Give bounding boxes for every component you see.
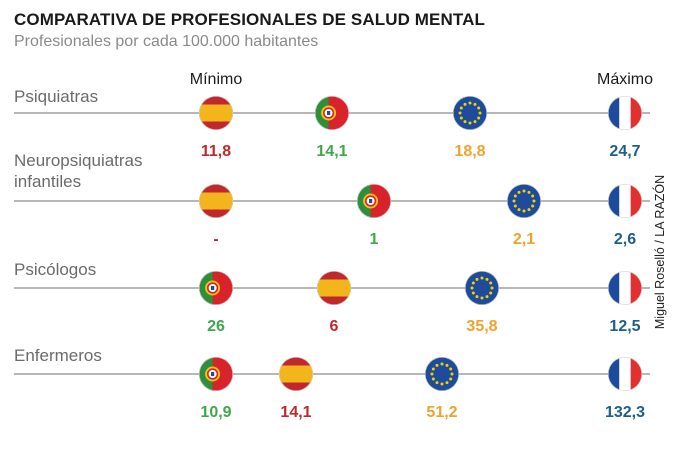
spain-flag-icon <box>199 96 234 131</box>
portugal-flag-icon <box>199 270 234 305</box>
data-label: 51,2 <box>426 404 457 421</box>
data-label: 24,7 <box>609 143 640 160</box>
eu-flag-icon <box>452 96 487 131</box>
row-label-0: Psiquiatras <box>14 87 98 106</box>
data-label: 12,5 <box>609 318 640 335</box>
data-label: 18,8 <box>454 143 485 160</box>
author-credit: Miguel Roselló / LA RAZÓN <box>653 174 667 330</box>
data-label: 2,6 <box>614 231 636 248</box>
eu-flag-icon <box>506 184 541 219</box>
row-label-3: Enfermeros <box>14 346 102 365</box>
row-label-1-1: infantiles <box>14 172 81 191</box>
data-label: 11,8 <box>201 143 231 160</box>
france-flag-icon <box>607 184 642 219</box>
data-label: 2,1 <box>513 231 535 248</box>
portugal-flag-icon <box>356 184 391 219</box>
data-label: 26 <box>207 318 225 335</box>
spain-flag-icon <box>278 356 313 391</box>
france-flag-icon <box>607 96 642 131</box>
france-flag-icon <box>607 356 642 391</box>
scale-max-label: Máximo <box>597 71 653 88</box>
data-label: 10,9 <box>200 404 231 421</box>
spain-flag-icon <box>199 184 234 219</box>
data-label: - <box>213 231 218 248</box>
eu-flag-icon <box>424 356 459 391</box>
data-label: 35,8 <box>466 318 497 335</box>
chart-subtitle: Profesionales por cada 100.000 habitante… <box>14 33 319 50</box>
data-label: 14,1 <box>316 143 347 160</box>
data-label: 1 <box>370 231 379 248</box>
data-label: 132,3 <box>605 404 645 421</box>
row-label-1-0: Neuropsiquiatras <box>14 151 143 170</box>
scale-min-label: Mínimo <box>190 71 243 88</box>
france-flag-icon <box>607 270 642 305</box>
portugal-flag-icon <box>199 356 234 391</box>
chart-title: COMPARATIVA DE PROFESIONALES DE SALUD ME… <box>14 10 485 29</box>
row-label-2: Psicólogos <box>14 260 96 279</box>
spain-flag-icon <box>316 270 351 305</box>
data-label: 6 <box>330 318 339 335</box>
portugal-flag-icon <box>314 96 349 131</box>
eu-flag-icon <box>464 270 499 305</box>
data-label: 14,1 <box>280 404 311 421</box>
